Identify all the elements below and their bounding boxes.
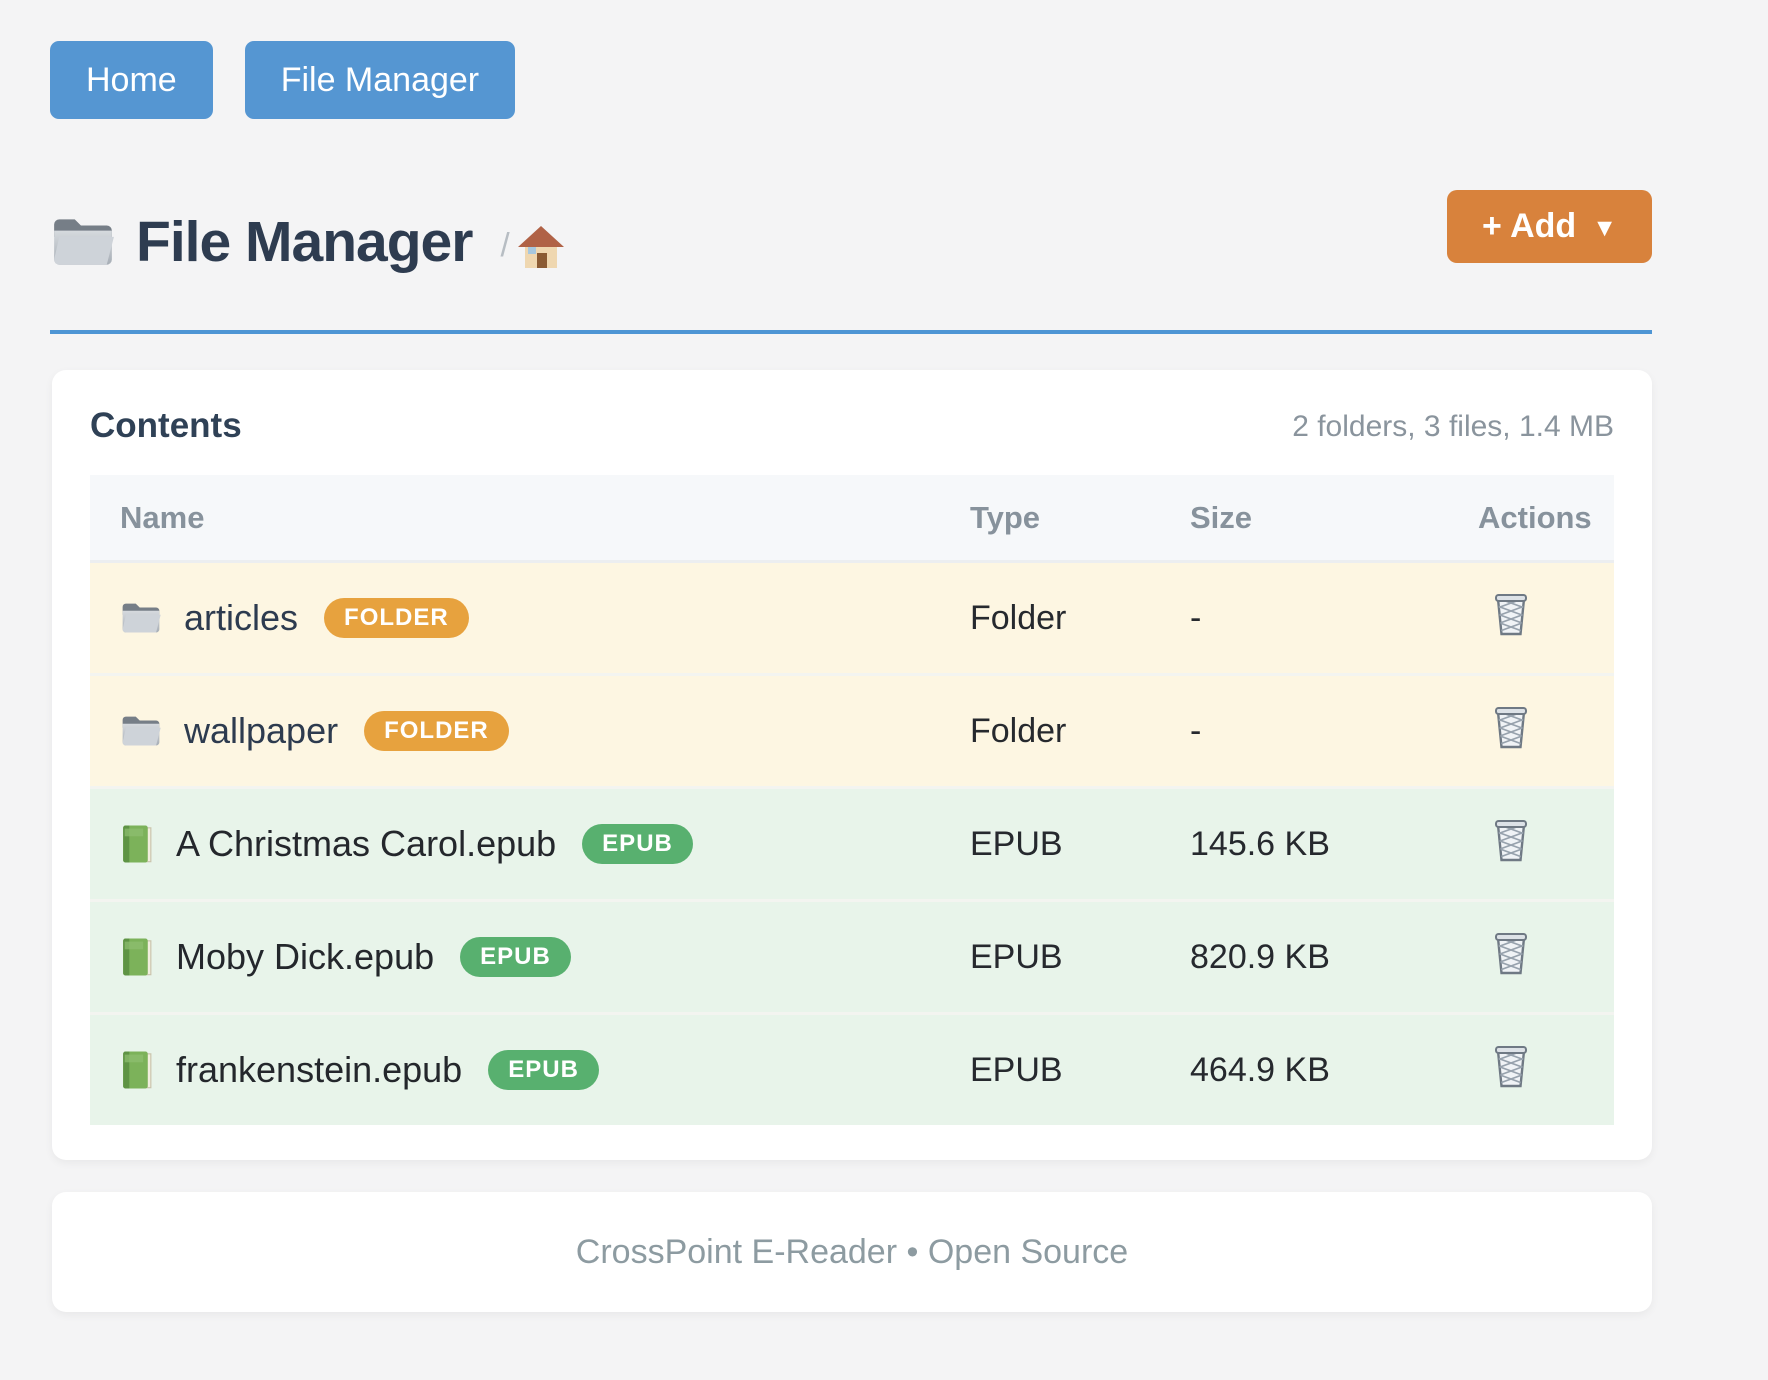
type-badge: EPUB — [488, 1050, 599, 1090]
type-badge: FOLDER — [364, 711, 509, 751]
entry-name[interactable]: A Christmas Carol.epub — [176, 823, 557, 864]
entry-name[interactable]: frankenstein.epub — [176, 1049, 463, 1090]
divider — [50, 330, 1652, 334]
entry-type: Folder — [970, 711, 1067, 750]
entry-size: 464.9 KB — [1190, 1050, 1330, 1089]
entry-size: 145.6 KB — [1190, 824, 1330, 863]
delete-button[interactable] — [1490, 929, 1532, 977]
contents-summary: 2 folders, 3 files, 1.4 MB — [1292, 410, 1614, 443]
files-table: Name Type Size Actions articles FOLDER F… — [90, 475, 1614, 1125]
breadcrumb-separator: / — [500, 226, 510, 263]
green-book-icon — [120, 937, 154, 977]
page-header: File Manager / — [50, 204, 564, 280]
entry-name[interactable]: articles — [184, 597, 299, 638]
column-header-type: Type — [946, 475, 1166, 563]
entry-name[interactable]: Moby Dick.epub — [176, 936, 435, 977]
column-header-name: Name — [90, 475, 946, 563]
table-row: articles FOLDER Folder - — [90, 561, 1614, 675]
folder-icon — [50, 214, 116, 270]
contents-heading: Contents — [90, 406, 242, 445]
table-row: wallpaper FOLDER Folder - — [90, 674, 1614, 788]
delete-button[interactable] — [1490, 590, 1532, 638]
entry-size: 820.9 KB — [1190, 937, 1330, 976]
table-header-row: Name Type Size Actions — [90, 475, 1614, 563]
nav-home-button[interactable]: Home — [50, 41, 213, 119]
delete-button[interactable] — [1490, 1042, 1532, 1090]
column-header-actions: Actions — [1454, 475, 1614, 563]
add-button-label: + Add — [1482, 207, 1577, 245]
entry-type: EPUB — [970, 1050, 1063, 1089]
entry-name[interactable]: wallpaper — [184, 710, 339, 751]
trash-icon — [1490, 929, 1532, 977]
green-book-icon — [120, 824, 154, 864]
green-book-icon — [120, 1050, 154, 1090]
footer: CrossPoint E-Reader • Open Source — [52, 1192, 1652, 1312]
folder-icon — [120, 600, 162, 636]
type-badge: EPUB — [460, 937, 571, 977]
trash-icon — [1490, 816, 1532, 864]
chevron-down-icon: ▼ — [1592, 213, 1617, 242]
home-icon[interactable] — [518, 226, 564, 268]
table-row: A Christmas Carol.epub EPUB EPUB 145.6 K… — [90, 787, 1614, 901]
nav-file-manager-button[interactable]: File Manager — [244, 41, 516, 119]
entry-type: EPUB — [970, 937, 1063, 976]
folder-icon — [120, 713, 162, 749]
column-header-size: Size — [1166, 475, 1454, 563]
trash-icon — [1490, 1042, 1532, 1090]
entry-size: - — [1190, 598, 1202, 637]
table-row: Moby Dick.epub EPUB EPUB 820.9 KB — [90, 900, 1614, 1014]
breadcrumb-nav: Home File Manager — [50, 41, 516, 119]
entry-type: Folder — [970, 598, 1067, 637]
trash-icon — [1490, 703, 1532, 751]
type-badge: EPUB — [582, 824, 693, 864]
entry-size: - — [1190, 711, 1202, 750]
page-title: File Manager — [136, 209, 473, 274]
entry-type: EPUB — [970, 824, 1063, 863]
delete-button[interactable] — [1490, 703, 1532, 751]
table-row: frankenstein.epub EPUB EPUB 464.9 KB — [90, 1013, 1614, 1125]
contents-card: Contents 2 folders, 3 files, 1.4 MB Name… — [52, 370, 1652, 1160]
type-badge: FOLDER — [324, 598, 469, 638]
delete-button[interactable] — [1490, 816, 1532, 864]
contents-header: Contents 2 folders, 3 files, 1.4 MB — [90, 406, 1614, 446]
footer-text: CrossPoint E-Reader • Open Source — [575, 1232, 1129, 1271]
trash-icon — [1490, 590, 1532, 638]
add-button[interactable]: + Add ▼ — [1447, 190, 1652, 263]
